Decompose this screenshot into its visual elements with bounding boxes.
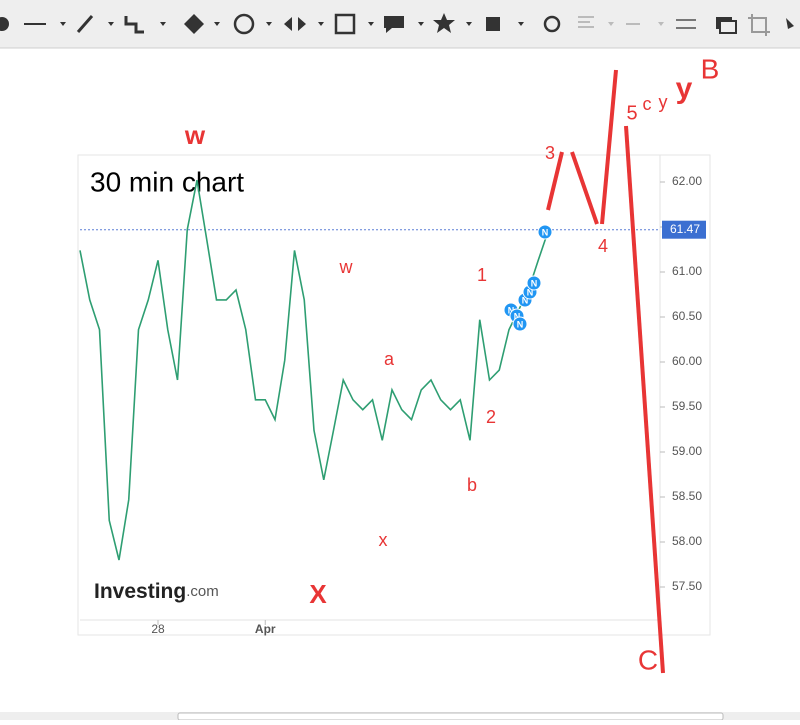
- wave-label: B: [701, 53, 720, 84]
- y-tick-label: 58.50: [672, 489, 702, 503]
- wave-label: C: [638, 644, 658, 675]
- y-tick-label: 59.00: [672, 444, 702, 458]
- plot: 57.50 58.00 58.50 59.00 59.50 60.00 60.50 61.00…: [79, 174, 706, 636]
- wave-label: y: [659, 92, 668, 112]
- price-line: [79, 180, 549, 561]
- news-marker: [526, 275, 542, 291]
- y-tick-label: 60.00: [672, 354, 702, 368]
- wave-label: 1: [477, 265, 487, 285]
- wave-label: 3: [545, 143, 555, 163]
- news-marker-label: N: [542, 227, 549, 237]
- wave-lines: [546, 69, 665, 674]
- wave-label: y: [676, 72, 693, 105]
- y-tick-label: 57.50: [672, 579, 702, 593]
- news-marker-label: N: [517, 319, 524, 329]
- news-marker-label: N: [527, 287, 534, 297]
- wave-label: a: [384, 349, 395, 369]
- news-marker-label: N: [522, 295, 529, 305]
- wave-label: X: [309, 579, 327, 609]
- toolbar-icons[interactable]: [0, 13, 794, 36]
- wave-label: b: [467, 475, 477, 495]
- last-price-tag: [662, 220, 706, 239]
- wave-label: 4: [598, 236, 608, 256]
- last-price-label: 61.47: [670, 222, 700, 236]
- y-tick-label: 61.00: [672, 264, 702, 278]
- wave-label: w: [339, 257, 354, 277]
- y-tick-label: 58.00: [672, 534, 702, 548]
- wave-label: c: [643, 94, 652, 114]
- y-tick-label: 62.00: [672, 174, 702, 188]
- wave-label: x: [379, 530, 388, 550]
- logo-suffix: .com: [186, 583, 219, 600]
- news-marker: [512, 316, 528, 332]
- news-marker-label: N: [508, 305, 515, 315]
- wave-label: 5: [626, 102, 637, 124]
- logo-name: Investing: [94, 580, 186, 603]
- y-tick-label: 59.50: [672, 399, 702, 413]
- logo: Investing.com: [94, 580, 219, 603]
- news-marker-label: N: [531, 278, 538, 288]
- x-tick-label: 28: [151, 622, 165, 636]
- wave-label: 2: [486, 407, 496, 427]
- news-marker-label: N: [514, 311, 521, 321]
- y-tick-label: 60.50: [672, 309, 702, 323]
- x-tick-label: Apr: [255, 622, 276, 636]
- chart-title: 30 min chart: [90, 166, 244, 197]
- wave-label: w: [184, 120, 206, 150]
- news-marker: [537, 224, 553, 240]
- scrollbar-thumb[interactable]: [177, 712, 724, 721]
